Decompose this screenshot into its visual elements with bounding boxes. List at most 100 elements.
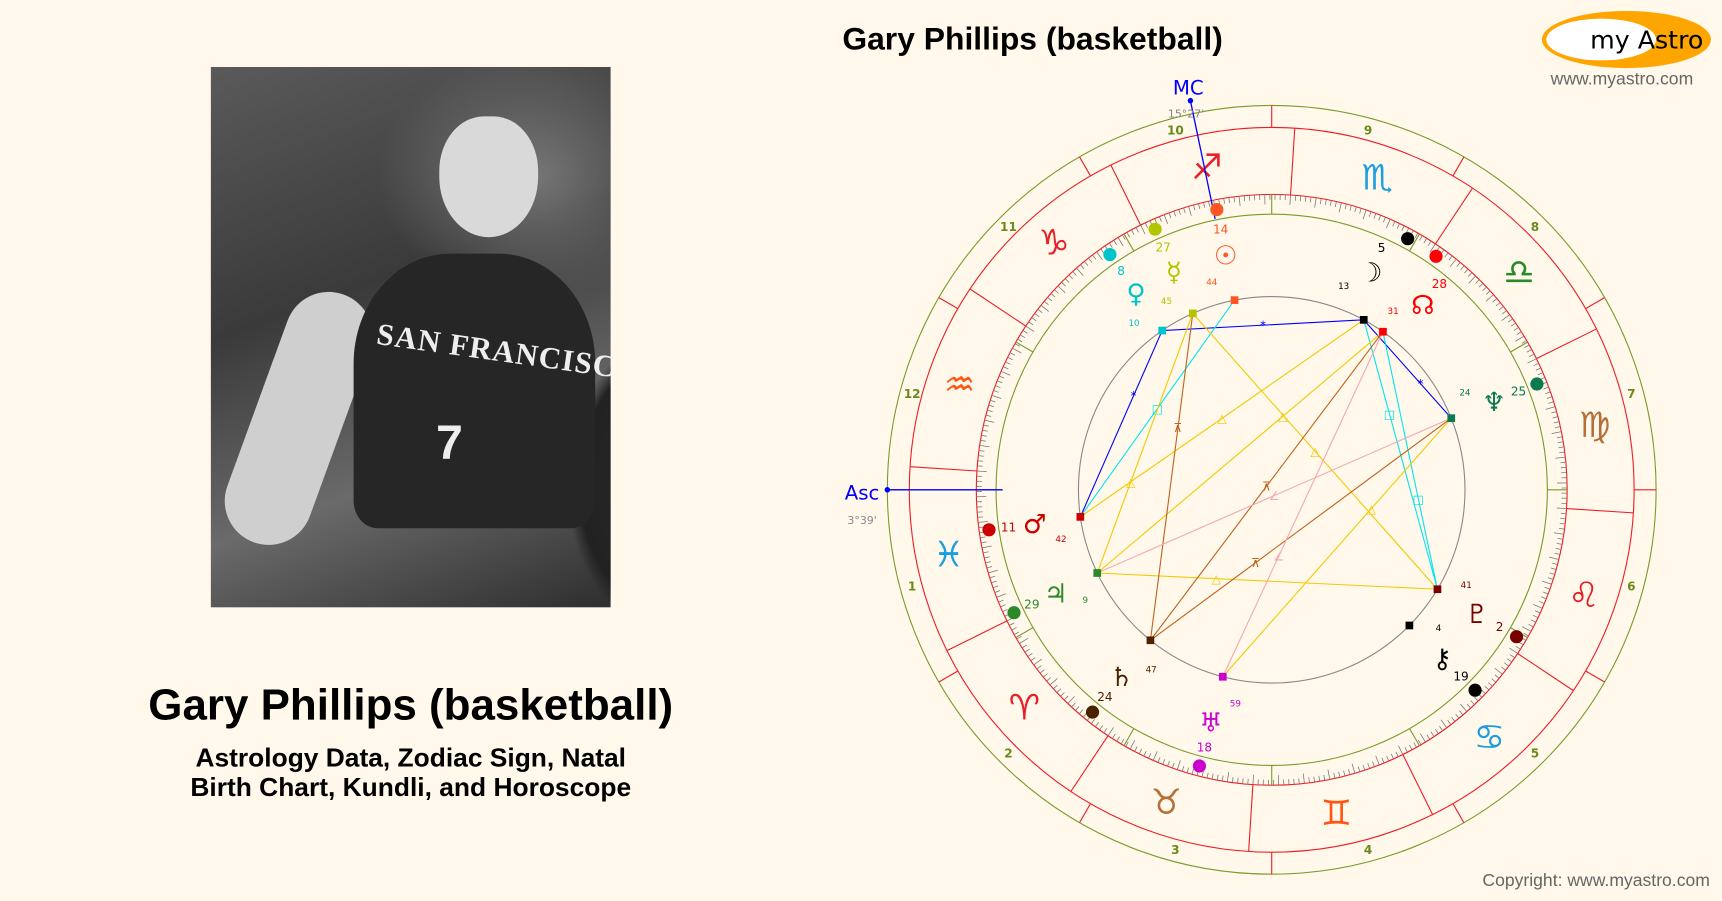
degree-tick xyxy=(1538,373,1543,375)
degree-tick xyxy=(1310,197,1311,202)
degree-tick xyxy=(1536,368,1541,370)
degree-tick xyxy=(1325,199,1326,204)
degree-tick xyxy=(1068,696,1075,703)
pluto-glyph-icon: ♇︎ xyxy=(1465,600,1489,630)
degree-tick xyxy=(1534,363,1539,365)
degree-tick xyxy=(1521,638,1526,641)
aspect-line-node-pluto xyxy=(1383,332,1438,590)
degree-tick xyxy=(1499,307,1503,310)
degree-tick xyxy=(1350,205,1351,210)
degree-tick xyxy=(1486,295,1493,302)
jupiter-glyph-icon: ♃︎ xyxy=(1044,580,1068,610)
degree-tick xyxy=(1495,675,1499,679)
degree-tick xyxy=(1037,666,1041,669)
planet-dot-jupiter xyxy=(1007,606,1020,619)
degree-tick xyxy=(1420,734,1425,742)
aspect-point-venus xyxy=(1158,327,1166,335)
degree-tick xyxy=(1495,668,1503,674)
degree-tick xyxy=(1169,213,1171,218)
degree-tick xyxy=(1558,538,1563,539)
degree-tick xyxy=(978,456,983,457)
degree-tick xyxy=(1554,422,1559,423)
degree-tick xyxy=(984,557,989,558)
degree-tick xyxy=(1398,746,1402,755)
house-number-7: 7 xyxy=(1627,387,1635,401)
degree-tick xyxy=(1127,232,1130,237)
house-number-1: 1 xyxy=(908,580,916,594)
house-cusp-tick xyxy=(1124,729,1134,746)
degree-tick xyxy=(1452,717,1455,721)
house-number-8: 8 xyxy=(1531,220,1539,234)
degree-tick xyxy=(1409,745,1412,750)
sign-glyph-pisces-icon: ♓︎ xyxy=(933,535,965,576)
degree-tick xyxy=(1468,273,1472,277)
degree-tick xyxy=(1303,774,1304,784)
degree-tick xyxy=(1546,407,1555,410)
degree-tick xyxy=(1022,645,1027,648)
degree-tick xyxy=(1510,655,1515,658)
degree-tick xyxy=(1464,269,1468,273)
site-url[interactable]: www.myastro.com xyxy=(1551,70,1694,90)
aspect-symbol-trine: △ xyxy=(1217,412,1227,426)
sign-glyph-sagittarius-icon: ♐︎ xyxy=(1191,147,1223,188)
sign-glyph-aries-icon: ♈︎ xyxy=(1009,688,1041,729)
degree-tick xyxy=(1015,344,1020,347)
degree-tick xyxy=(1032,318,1036,321)
myastro-logo[interactable]: my Astro xyxy=(1541,10,1712,69)
degree-tick xyxy=(1219,199,1220,204)
degree-tick xyxy=(1391,754,1393,759)
house-cusp-line xyxy=(1453,157,1464,176)
degree-tick xyxy=(1516,336,1524,341)
degree-tick xyxy=(1358,767,1360,772)
degree-tick xyxy=(1073,271,1077,275)
mc-degree: 15°27' xyxy=(1168,108,1204,121)
degree-tick xyxy=(1034,659,1042,665)
degree-tick xyxy=(978,461,983,462)
degree-tick xyxy=(1239,196,1240,206)
degree-tick xyxy=(1315,198,1316,208)
degree-tick xyxy=(1229,198,1230,203)
degree-tick xyxy=(993,586,998,588)
degree-tick xyxy=(1557,508,1567,509)
degree-tick xyxy=(1118,238,1123,246)
aspect-circle xyxy=(1078,297,1465,684)
degree-tick xyxy=(1420,236,1423,241)
degree-tick xyxy=(981,542,986,543)
degree-tick xyxy=(1224,198,1225,203)
degree-tick xyxy=(1418,740,1421,745)
degree-tick xyxy=(979,450,984,451)
degree-tick xyxy=(1414,743,1417,748)
degree-tick xyxy=(1437,247,1440,252)
house-number-5: 5 xyxy=(1531,746,1539,760)
degree-tick xyxy=(1335,202,1336,207)
asc-degree: 3°39' xyxy=(847,514,876,527)
degree-tick xyxy=(1485,686,1489,690)
degree-tick xyxy=(1047,678,1051,682)
degree-tick xyxy=(978,521,988,522)
degree-tick xyxy=(980,445,990,446)
degree-tick xyxy=(1060,692,1064,696)
mercury-glyph-icon: ☿︎ xyxy=(1166,258,1182,288)
aspect-symbol-sextile: * xyxy=(1418,377,1424,391)
degree-tick xyxy=(1363,765,1365,770)
degree-tick xyxy=(1064,696,1068,700)
degree-tick xyxy=(1507,659,1511,662)
degree-tick xyxy=(1077,268,1084,275)
degree-tick xyxy=(1478,694,1482,698)
degree-tick xyxy=(1524,633,1529,636)
degree-tick xyxy=(1539,601,1544,603)
uranus-minute: 59 xyxy=(1230,699,1241,709)
saturn-glyph-icon: ♄︎ xyxy=(1110,663,1134,693)
degree-tick xyxy=(1374,213,1376,218)
aspect-symbol-trine: △ xyxy=(1310,445,1320,459)
chiron-glyph-icon: ⚷︎ xyxy=(1433,645,1452,675)
house-cusp-line xyxy=(939,298,958,309)
degree-tick xyxy=(1368,763,1370,768)
degree-tick xyxy=(1048,297,1052,301)
degree-tick xyxy=(1435,729,1438,734)
degree-tick xyxy=(1164,215,1168,224)
jupiter-degree: 29 xyxy=(1024,598,1039,612)
degree-tick xyxy=(1544,387,1549,389)
degree-tick xyxy=(1232,777,1233,782)
degree-tick xyxy=(1029,322,1034,325)
